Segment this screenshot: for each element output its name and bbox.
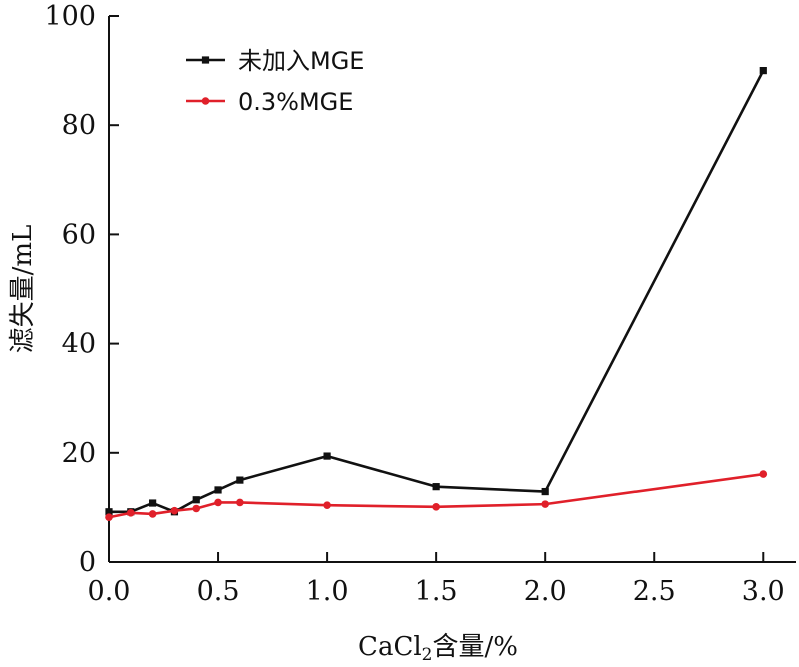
x-tick-label: 0.0 [88,576,131,607]
y-axis-title: 滤失量/mL [8,225,38,354]
x-axis-title: CaCl2含量/% [358,632,518,665]
data-point [148,510,157,518]
x-tick-label: 1.5 [415,576,458,607]
y-tick-label: 0 [79,547,96,578]
data-point [127,509,135,517]
x-tick-label: 3.0 [742,576,785,607]
data-point [214,498,222,507]
x-tick-label: 2.5 [633,576,676,607]
data-point [541,487,549,496]
data-point [323,501,331,510]
legend: 未加入MGE 0.3%MGE [186,47,364,116]
data-point [323,452,331,460]
data-point [149,499,157,507]
series-2 [105,470,768,522]
series-layer [105,67,768,522]
data-point [236,476,244,484]
axes [108,16,796,563]
data-point [541,500,549,508]
x-axis-ticks: 0.0 0.5 1.0 1.5 2.0 2.5 3.0 [88,552,785,607]
data-point [432,503,440,511]
series-line [109,70,765,514]
data-point [105,508,113,516]
data-point [192,496,200,504]
x-tick-label: 1.0 [306,576,349,607]
y-tick-label: 80 [62,110,96,141]
legend-marker [201,56,210,64]
series-1 [105,67,767,516]
y-tick-label: 20 [62,438,96,469]
legend-marker [201,97,210,105]
data-point [170,506,179,515]
data-point [759,470,768,478]
y-axis-ticks: 0 20 40 60 80 100 [44,1,119,578]
data-point [214,486,222,494]
y-tick-label: 60 [62,219,96,250]
data-point [432,483,440,491]
legend-item: 0.3%MGE [186,88,353,116]
x-tick-label: 2.0 [524,576,567,607]
data-point [236,498,244,507]
legend-label: 未加入MGE [238,47,364,75]
data-point [192,504,201,513]
x-tick-label: 0.5 [197,576,240,607]
data-point [105,513,113,522]
legend-item: 未加入MGE [186,47,364,75]
legend-label: 0.3%MGE [238,88,353,116]
data-point [759,67,767,75]
y-tick-label: 100 [44,1,96,32]
y-tick-label: 40 [62,329,96,360]
